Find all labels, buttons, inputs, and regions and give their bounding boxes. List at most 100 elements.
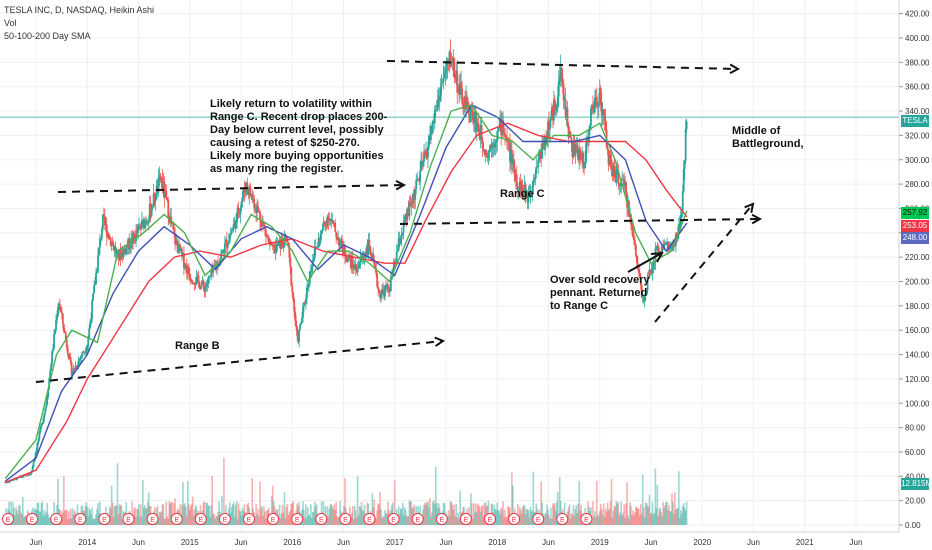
candle-body [445,66,448,71]
candle-body [384,286,386,297]
volume-bar [188,510,191,525]
candle-body [592,104,594,110]
y-tick-label: 60.00 [905,448,926,457]
candle-body [392,261,395,271]
candles [4,39,688,484]
candle-body [397,238,400,251]
candle-body [83,351,86,353]
candle-body [434,109,437,111]
candle-body [46,397,49,405]
candle-body [37,439,40,443]
candle-body [217,262,219,267]
candle-body [249,186,252,196]
candle-body [553,99,556,111]
candle-body [440,83,443,87]
candle-body [154,199,157,202]
candle-body [257,206,259,211]
candle-body [182,253,185,268]
earnings-label: E [54,517,59,524]
earnings-label: E [78,517,83,524]
candle-body [375,268,378,274]
volume-bar [213,513,215,525]
candle-body [141,219,144,221]
candle-body [136,230,138,234]
volume-bar [410,501,413,525]
candle-body [424,151,426,155]
candle-body [261,221,263,227]
volume-bar [671,493,673,525]
candle-body [201,280,204,285]
volume-bar [62,512,64,525]
candle-body [223,243,226,254]
earnings-marker [26,513,39,525]
x-tick-label: Jun [337,538,350,547]
volume-bar [558,477,561,525]
volume-bar [43,509,46,525]
candle-body [679,214,682,229]
candle-body [592,109,595,113]
symbol-title[interactable]: TESLA INC, D, NASDAQ, Heikin Ashi [4,5,155,15]
volume-bar [547,509,549,525]
candle-body [467,101,469,105]
volume-bar [25,518,28,525]
candle-body [275,244,278,247]
candle-body [400,235,403,241]
earnings-label: E [198,517,203,524]
sma-indicator-label[interactable]: 50-100-200 Day SMA [4,31,91,41]
candle-body [197,275,200,282]
volume-bar [308,514,310,525]
candle-body [642,296,645,302]
volume-bar [650,513,653,525]
x-tick-label: Jun [850,538,863,547]
volume-bar [326,506,329,525]
volume-bar [265,518,267,525]
volume-bar [47,514,50,525]
volume-bar [361,510,364,525]
candle-body [565,108,568,118]
volume-bar [593,515,595,525]
candle-body [426,151,428,159]
candle-body [298,330,300,342]
volume-bar [423,504,425,525]
sma100-badge: 248.00 [901,232,929,244]
volume-bar [116,463,119,525]
volume-bar [503,516,505,525]
volume-bar [681,505,684,525]
volume-bar [239,511,242,525]
candle-body [293,299,296,312]
volume-indicator-label[interactable]: Vol [4,18,17,28]
candle-body [411,202,414,204]
candle-body [521,184,524,190]
earnings-marker [50,513,63,525]
volume-bar [625,503,627,525]
volume-bar [360,501,363,525]
candle-body [570,138,573,144]
volume-bar [511,472,513,525]
volume-bar [628,518,630,525]
candle-body [312,258,315,261]
candle-body [250,194,253,196]
volume-bar [380,508,382,525]
volume-bar [203,501,206,525]
range-c-bottom-trendline-head [751,213,763,225]
volume-bar [358,506,361,525]
volume-bar [118,504,121,525]
candle-body [84,351,87,353]
volume-bar [16,510,18,525]
candle-body [22,475,25,477]
volume-bar [496,502,499,525]
volume-bar [139,515,141,525]
volume-bar [609,501,612,525]
candle-body [479,125,482,140]
candle-body [665,243,668,245]
candle-body [196,275,199,277]
volume-bar [192,515,195,525]
earnings-label: E [584,517,589,524]
volume-bar [520,513,523,525]
volume-bar [426,501,428,525]
candle-body [351,256,354,267]
y-tick-label: 320.00 [905,131,930,140]
candle-body [57,307,59,317]
candle-body [256,206,259,214]
